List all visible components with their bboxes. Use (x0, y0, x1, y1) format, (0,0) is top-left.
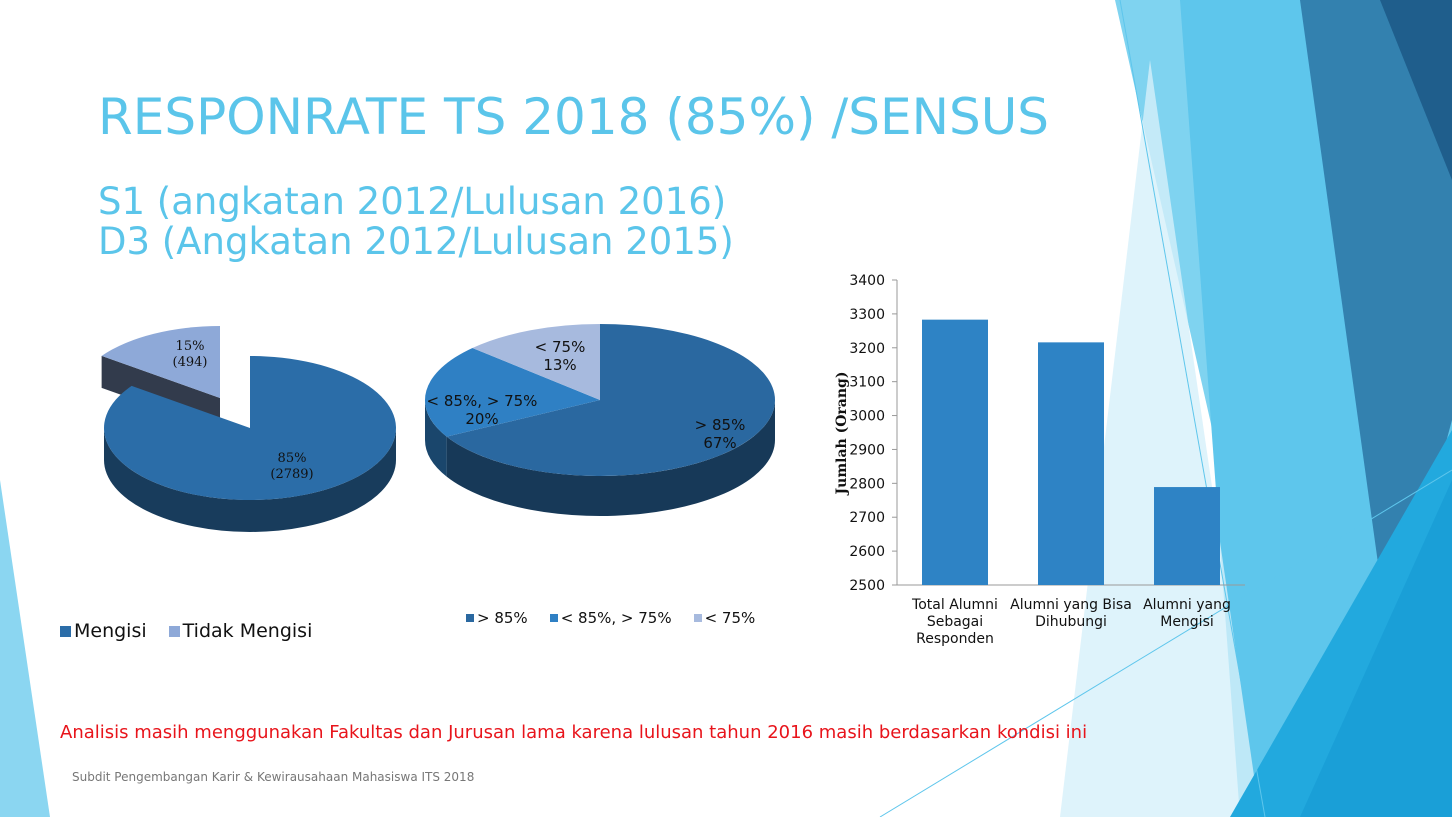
pie-data-label-line: 20% (465, 410, 498, 428)
bar-0 (922, 319, 988, 585)
pie-slice-2 (472, 324, 600, 400)
y-axis-label: Jumlah (Orang) (834, 372, 850, 497)
legend-item-75-85: < 85%, > 75% (549, 609, 672, 627)
pie-data-label-line: (494) (173, 355, 208, 370)
pie-slice-side (104, 428, 396, 532)
bar-1 (1038, 342, 1104, 585)
pie-slice-1 (101, 326, 220, 398)
legend-swatch (693, 614, 702, 622)
legend-item-mengisi: Mengisi (60, 620, 147, 642)
legend-swatch (466, 614, 474, 622)
legend-swatch (60, 625, 71, 637)
y-tick-label: 3100 (849, 375, 885, 391)
legend-swatch (549, 614, 558, 622)
subtitle-d3: D3 (Angkatan 2012/Lulusan 2015) (98, 220, 734, 263)
y-tick-label: 2700 (849, 510, 885, 526)
x-tick-label-line: Dihubungi (1035, 614, 1107, 630)
pie-data-label: < 85%, > 75% 20% (427, 392, 538, 428)
y-tick-label: 3200 (849, 341, 885, 357)
y-tick-label: 3400 (849, 273, 885, 289)
pie-data-label-line: 15% (176, 339, 205, 354)
legend-label: Tidak Mengisi (182, 620, 313, 642)
x-tick-label-line: Total Alumni (911, 597, 998, 613)
y-tick-label: 2900 (849, 442, 885, 458)
x-tick-label-line: Responden (916, 631, 994, 647)
pie-slice-0 (446, 324, 775, 476)
x-tick-label-line: Alumni yang Bisa (1010, 597, 1132, 613)
y-tick-label: 3000 (849, 409, 885, 425)
analysis-note: Analisis masih menggunakan Fakultas dan … (60, 722, 1088, 743)
legend-label: > 85% (477, 609, 528, 627)
legend-label: Mengisi (74, 620, 147, 642)
legend-label: < 85%, > 75% (560, 609, 672, 627)
pie-data-label-line: < 75% (535, 338, 586, 356)
pie-slice-side (425, 400, 447, 477)
pie-data-label-line: > 85% (695, 416, 746, 434)
pie-data-label: < 75% 13% (535, 338, 586, 374)
pie1-legend: Mengisi Tidak Mengisi (60, 620, 312, 642)
footer-text: Subdit Pengembangan Karir & Kewirausahaa… (72, 770, 475, 784)
pie-data-label-line: 67% (703, 434, 736, 452)
y-tick-label: 2600 (849, 544, 885, 560)
pie-slice-side (446, 400, 775, 516)
subtitle-s1: S1 (angkatan 2012/Lulusan 2016) (98, 180, 727, 223)
x-tick-label: Alumni yang Bisa Dihubungi (1010, 597, 1132, 630)
page-title: RESPONRATE TS 2018 (85%) /SENSUS (98, 88, 1050, 146)
y-tick-label: 2500 (849, 578, 885, 594)
pie-data-label: 15% (494) (173, 339, 208, 370)
x-tick-label: Alumni yang Mengisi (1143, 597, 1231, 630)
pie-data-label-line: 85% (278, 451, 307, 466)
x-tick-label-line: Sebagai (927, 614, 983, 630)
legend-item-lt75: < 75% (693, 609, 756, 627)
legend-item-tidak-mengisi: Tidak Mengisi (168, 620, 313, 642)
x-tick-label-line: Mengisi (1160, 614, 1214, 630)
pie-data-label: 85% (2789) (270, 451, 313, 482)
pie-data-label-line: 13% (543, 356, 576, 374)
pie-data-label-line: < 85%, > 75% (427, 392, 538, 410)
legend-label: < 75% (704, 609, 756, 627)
pie-data-label: > 85% 67% (695, 416, 746, 452)
pie-data-label-line: (2789) (270, 467, 313, 482)
y-tick-label: 3300 (849, 307, 885, 323)
legend-item-gt85: > 85% (466, 609, 528, 627)
x-tick-label: Total Alumni Sebagai Responden (911, 597, 998, 647)
x-tick-label-line: Alumni yang (1143, 597, 1231, 613)
legend-swatch (168, 625, 180, 637)
pie-slice-0 (103, 356, 397, 501)
y-tick-label: 2800 (849, 476, 885, 492)
pie-slice-1 (424, 347, 600, 437)
pie2-legend: > 85% < 85%, > 75% < 75% (466, 609, 755, 627)
bar-2 (1154, 487, 1220, 585)
